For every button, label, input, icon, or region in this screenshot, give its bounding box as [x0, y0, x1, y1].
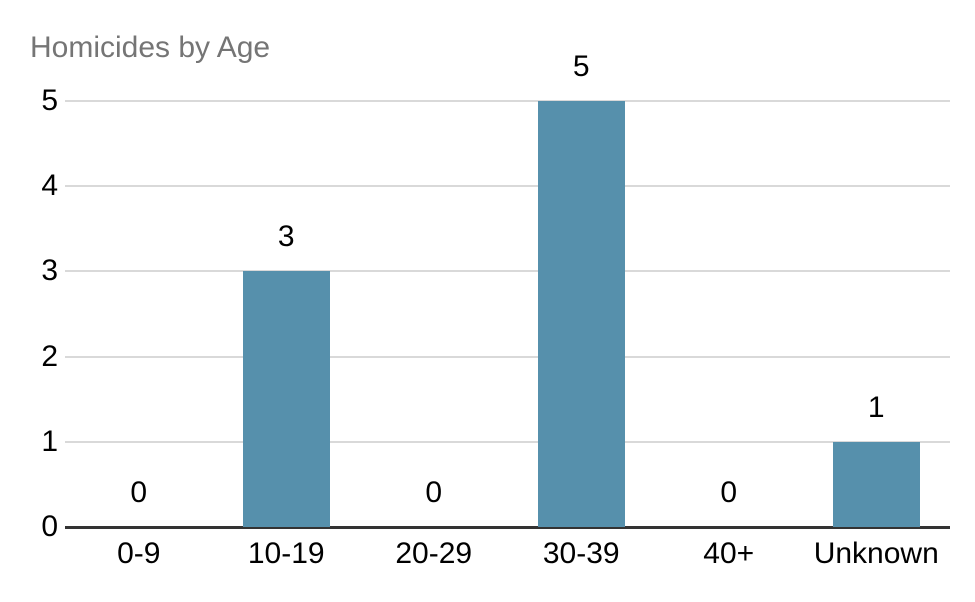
y-tick-label: 0	[41, 510, 58, 543]
bar-value-label: 0	[425, 476, 443, 509]
x-category-label: 40+	[703, 537, 755, 570]
gridline	[65, 270, 950, 273]
bar-value-label: 0	[720, 476, 738, 509]
bar	[242, 271, 330, 527]
y-tick-label: 3	[41, 254, 58, 288]
gridline	[65, 355, 950, 358]
x-category-label: 30-39	[542, 537, 620, 570]
gridline	[65, 100, 950, 102]
y-tick-label: 5	[41, 84, 58, 117]
bar	[537, 101, 625, 527]
y-tick-label: 1	[41, 424, 58, 458]
x-category-label: 0-9	[117, 537, 161, 570]
gridline	[65, 440, 950, 443]
bar-value-label: 3	[277, 220, 295, 254]
x-category-label: 10-19	[247, 537, 325, 570]
x-axis-line	[65, 526, 950, 529]
bar-value-label: 1	[867, 390, 885, 424]
y-tick-label: 4	[41, 169, 58, 203]
y-tick-label: 2	[41, 339, 58, 373]
x-category-label: 20-29	[395, 537, 473, 570]
bar-value-label: 0	[130, 476, 148, 509]
bar	[832, 441, 920, 527]
gridline	[65, 185, 950, 188]
bar-value-label: 5	[572, 50, 590, 83]
x-category-label: Unknown	[813, 537, 939, 570]
chart-title: Homicides by Age	[30, 31, 271, 64]
